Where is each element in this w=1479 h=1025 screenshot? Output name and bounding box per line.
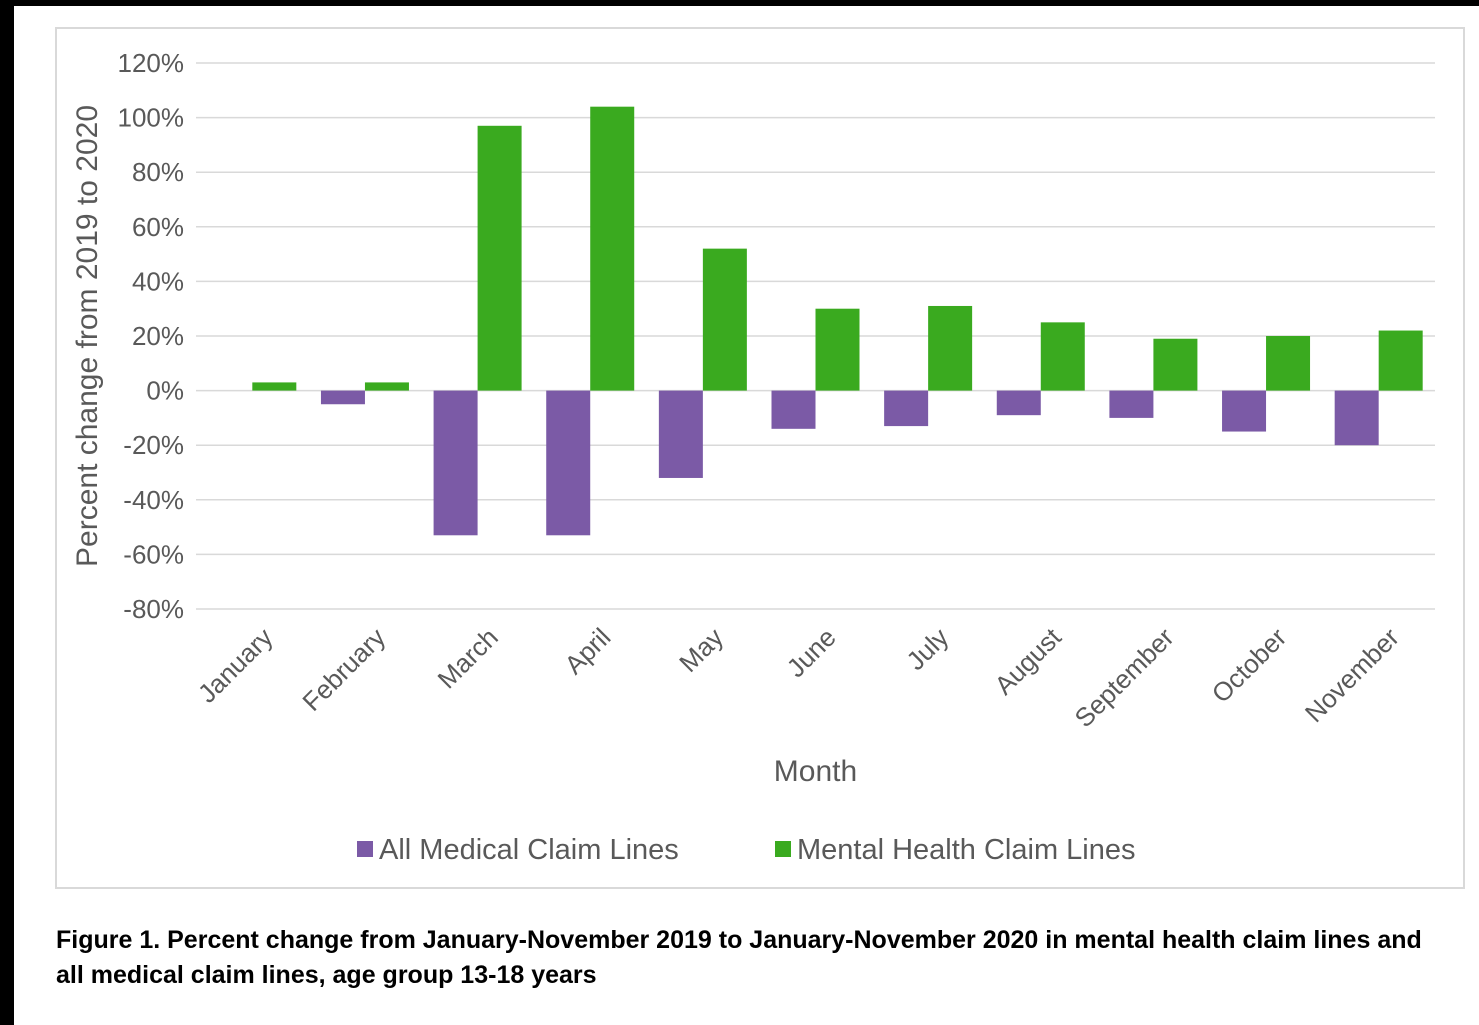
y-tick-label: 40% xyxy=(132,266,184,296)
y-tick-label: 20% xyxy=(132,321,184,351)
x-tick-label: April xyxy=(558,622,616,680)
x-tick-label: May xyxy=(673,622,729,678)
x-tick-label: July xyxy=(900,622,954,676)
y-tick-label: -60% xyxy=(123,539,184,569)
bar-mental-health-september xyxy=(1153,338,1198,391)
y-tick-label: -80% xyxy=(123,594,184,624)
legend-swatch xyxy=(357,841,373,857)
y-tick-label: 100% xyxy=(118,103,185,133)
bar-mental-health-january xyxy=(252,382,297,391)
bar-mental-health-june xyxy=(815,308,860,391)
bar-mental-health-april xyxy=(590,106,635,391)
bar-all-medical-july xyxy=(884,390,929,427)
figure-caption: Figure 1. Percent change from January-No… xyxy=(56,926,1422,989)
bar-all-medical-february xyxy=(320,390,365,405)
bar-chart: 120% 100% 80% 60% 40% 20% 0% -20% -40% -60% -80% Ja… xyxy=(71,48,1435,866)
bar-all-medical-march xyxy=(433,390,478,536)
y-tick-label: 60% xyxy=(132,212,184,242)
y-tick-label: 120% xyxy=(118,48,185,78)
chart-container: 120% 100% 80% 60% 40% 20% 0% -20% -40% -60% -80% Ja… xyxy=(55,27,1465,889)
x-tick-label: October xyxy=(1206,622,1293,709)
figure-page: 120% 100% 80% 60% 40% 20% 0% -20% -40% -60% -80% Ja… xyxy=(14,6,1479,1025)
y-tick-label: 80% xyxy=(132,157,184,187)
bar-all-medical-november xyxy=(1334,390,1379,446)
legend-swatch xyxy=(775,841,791,857)
bar-mental-health-october xyxy=(1266,336,1311,391)
x-axis-title: Month xyxy=(774,755,857,788)
y-tick-label: -20% xyxy=(123,430,184,460)
bar-mental-health-november xyxy=(1378,330,1423,391)
bar-mental-health-july xyxy=(928,305,973,391)
legend-label: All Medical Claim Lines xyxy=(379,834,679,866)
y-tick-label: 0% xyxy=(146,376,184,406)
bar-all-medical-october xyxy=(1222,390,1267,432)
x-tick-label: January xyxy=(192,622,279,709)
x-tick-label: February xyxy=(296,622,391,717)
bar-all-medical-august xyxy=(996,390,1041,416)
x-tick-label: November xyxy=(1299,622,1405,728)
x-tick-label: June xyxy=(781,622,842,683)
bar-mental-health-august xyxy=(1040,322,1085,391)
x-tick-label: March xyxy=(432,622,504,694)
bar-mental-health-may xyxy=(702,248,747,391)
x-tick-label: August xyxy=(989,621,1068,700)
y-tick-label: -40% xyxy=(123,485,184,515)
bar-mental-health-february xyxy=(364,382,409,391)
bar-all-medical-june xyxy=(771,390,816,429)
bar-all-medical-september xyxy=(1109,390,1154,418)
y-axis-title: Percent change from 2019 to 2020 xyxy=(71,105,104,567)
bar-all-medical-april xyxy=(546,390,591,536)
bar-all-medical-may xyxy=(658,390,703,478)
legend-label: Mental Health Claim Lines xyxy=(797,834,1135,866)
x-tick-label: September xyxy=(1069,622,1180,733)
bar-mental-health-march xyxy=(477,125,522,391)
